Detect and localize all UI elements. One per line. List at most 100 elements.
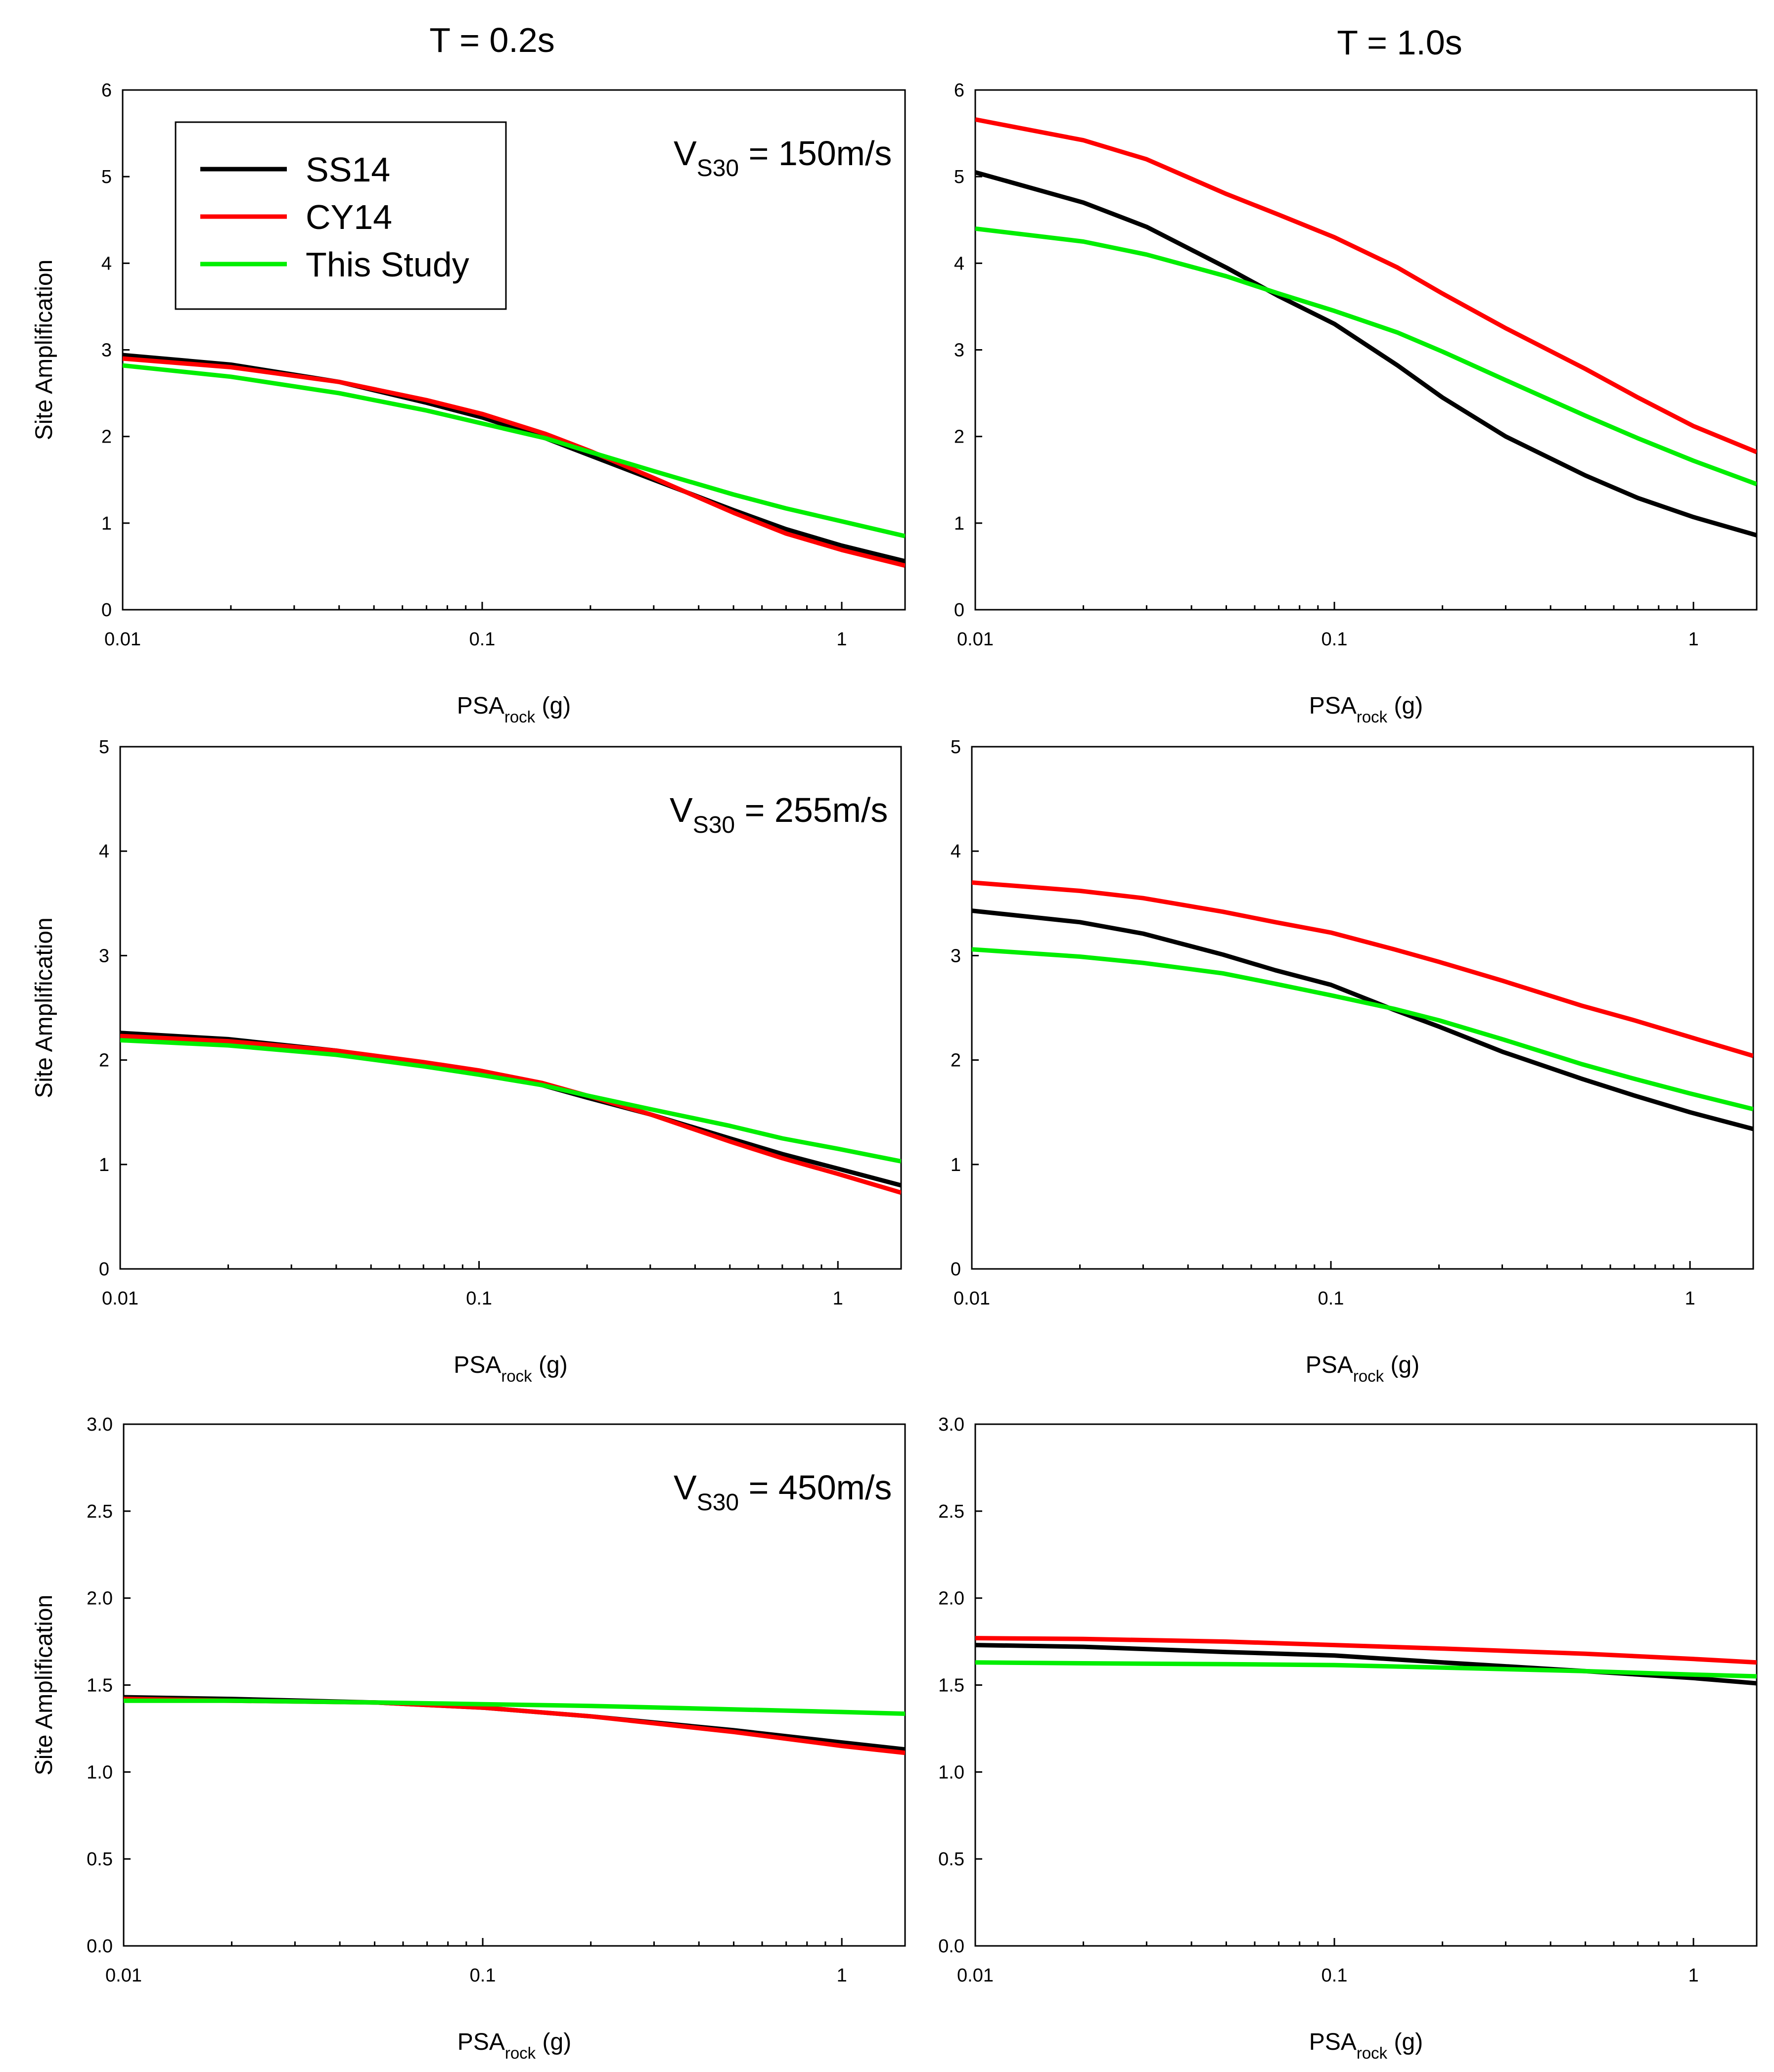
y-tick-label: 3 bbox=[954, 340, 964, 361]
x-tick-label: 0.1 bbox=[1321, 1965, 1348, 1986]
chart-panel-r1c1: 0 1 2 3 4 5 0.01 0.1 1 PSArock (g) bbox=[951, 737, 1754, 1385]
y-tick-label: 0 bbox=[101, 600, 112, 621]
y-tick-label: 1.5 bbox=[938, 1675, 964, 1696]
x-tick-label: 1 bbox=[1688, 629, 1699, 650]
y-tick-label: 5 bbox=[954, 167, 964, 187]
y-tick-label: 5 bbox=[951, 737, 961, 758]
y-tick-label: 4 bbox=[99, 841, 109, 862]
y-tick-label: 1 bbox=[954, 513, 964, 534]
y-tick-label: 2 bbox=[99, 1050, 109, 1071]
x-tick-label: 0.01 bbox=[957, 1965, 994, 1986]
y-tick-label: 5 bbox=[99, 737, 109, 758]
vs30-annotation: VS30 = 150m/s bbox=[674, 134, 892, 181]
series-line-this-study bbox=[975, 1660, 1757, 1679]
x-tick-label: 0.01 bbox=[957, 629, 994, 650]
y-tick-label: 1.5 bbox=[87, 1675, 113, 1696]
chart-panel-r0c0: 0 1 2 3 4 5 6 0.01 0.1 1 PSArock (g) Site Amplifica… bbox=[31, 80, 906, 726]
y-tick-label: 1.0 bbox=[87, 1762, 113, 1783]
x-tick-label: 0.1 bbox=[469, 629, 496, 650]
series-line-cy14 bbox=[975, 1636, 1757, 1665]
y-tick-label: 2.0 bbox=[87, 1588, 113, 1609]
x-tick-label: 0.1 bbox=[1318, 1288, 1344, 1309]
series-line-this-study bbox=[975, 226, 1757, 487]
legend-box bbox=[175, 121, 507, 310]
x-tick-label: 1 bbox=[836, 629, 847, 650]
y-tick-label: 0 bbox=[951, 1259, 961, 1280]
chart-panel-r2c1: 0.0 0.5 1.0 1.5 2.0 2.5 3.0 0.01 0.1 1 PSArock (g) bbox=[938, 1414, 1758, 2062]
chart-panel-r1c0: 0 1 2 3 4 5 0.01 0.1 1 PSArock (g) Site Amplificat… bbox=[31, 737, 902, 1385]
series-line-this-study bbox=[123, 363, 905, 539]
series-line-cy14 bbox=[972, 880, 1753, 1058]
x-tick-label: 0.01 bbox=[954, 1288, 990, 1309]
x-axis-label: PSArock (g) bbox=[1309, 693, 1423, 726]
series-line-cy14 bbox=[124, 1697, 905, 1756]
x-axis-label: PSArock (g) bbox=[454, 1352, 567, 1385]
plot-frame bbox=[974, 89, 1758, 611]
y-tick-label: 0 bbox=[954, 600, 964, 621]
series-line-cy14 bbox=[120, 1034, 901, 1195]
y-tick-label: 2 bbox=[951, 1050, 961, 1071]
y-tick-label: 3.0 bbox=[938, 1414, 964, 1435]
y-tick-label: 6 bbox=[101, 80, 112, 101]
y-tick-label: 1 bbox=[101, 513, 112, 534]
plot-frame bbox=[971, 746, 1754, 1270]
legend: SS14 CY14 This Study bbox=[175, 121, 507, 310]
x-tick-label: 1 bbox=[1685, 1288, 1695, 1309]
y-tick-label: 2 bbox=[101, 427, 112, 448]
x-tick-label: 1 bbox=[1688, 1965, 1699, 1986]
x-tick-label: 1 bbox=[833, 1288, 843, 1309]
x-axis-label: PSArock (g) bbox=[1306, 1352, 1419, 1385]
series-line-ss14 bbox=[975, 170, 1757, 538]
y-tick-label: 0 bbox=[99, 1259, 109, 1280]
x-axis-label: PSArock (g) bbox=[457, 693, 571, 726]
x-tick-label: 1 bbox=[837, 1965, 847, 1986]
y-tick-label: 0.5 bbox=[938, 1849, 964, 1870]
y-axis-label: Site Amplification bbox=[31, 1595, 57, 1776]
series-line-this-study bbox=[124, 1698, 905, 1716]
series-line-ss14 bbox=[975, 1643, 1757, 1686]
y-tick-label: 4 bbox=[951, 841, 961, 862]
plot-frame bbox=[119, 746, 902, 1270]
x-tick-label: 0.1 bbox=[470, 1965, 496, 1986]
y-axis-label: Site Amplification bbox=[31, 260, 57, 441]
y-tick-label: 1 bbox=[951, 1155, 961, 1175]
y-tick-label: 3.0 bbox=[87, 1414, 113, 1435]
chart-panel-r0c1: 0 1 2 3 4 5 6 0.01 0.1 1 PSArock (g) bbox=[954, 80, 1758, 726]
series-line-cy14 bbox=[975, 117, 1757, 454]
x-tick-label: 0.1 bbox=[466, 1288, 492, 1309]
series-line-ss14 bbox=[120, 1031, 901, 1188]
y-tick-label: 3 bbox=[951, 946, 961, 966]
plot-frame bbox=[974, 1423, 1758, 1947]
y-tick-label: 4 bbox=[954, 253, 964, 274]
y-tick-label: 2.0 bbox=[938, 1588, 964, 1609]
y-tick-label: 2.5 bbox=[87, 1501, 113, 1522]
y-tick-label: 4 bbox=[101, 253, 112, 274]
y-tick-label: 1 bbox=[99, 1155, 109, 1175]
vs30-annotation: VS30 = 450m/s bbox=[674, 1468, 892, 1516]
x-axis-label: PSArock (g) bbox=[1309, 2029, 1423, 2062]
x-tick-label: 0.01 bbox=[102, 1288, 138, 1309]
chart-panel-r2c0: 0.0 0.5 1.0 1.5 2.0 2.5 3.0 0.01 0.1 1 PSArock (g)… bbox=[31, 1414, 906, 2062]
legend-label: CY14 bbox=[306, 198, 392, 236]
y-tick-label: 5 bbox=[101, 167, 112, 187]
y-tick-label: 6 bbox=[954, 80, 964, 101]
y-tick-label: 1.0 bbox=[938, 1762, 964, 1783]
y-tick-label: 0.0 bbox=[87, 1936, 113, 1957]
x-tick-label: 0.01 bbox=[104, 629, 141, 650]
legend-label: SS14 bbox=[306, 150, 390, 189]
x-axis-label: PSArock (g) bbox=[457, 2029, 571, 2062]
series-line-this-study bbox=[972, 947, 1753, 1112]
col-title-left: T = 0.2s bbox=[429, 21, 555, 59]
col-title-right: T = 1.0s bbox=[1337, 23, 1462, 62]
y-tick-label: 3 bbox=[101, 340, 112, 361]
y-tick-label: 0.0 bbox=[938, 1936, 964, 1957]
y-axis-label: Site Amplification bbox=[31, 917, 57, 1098]
legend-label: This Study bbox=[306, 245, 469, 284]
x-tick-label: 0.01 bbox=[105, 1965, 142, 1986]
vs30-annotation: VS30 = 255m/s bbox=[670, 791, 888, 838]
y-tick-label: 2.5 bbox=[938, 1501, 964, 1522]
y-tick-label: 2 bbox=[954, 427, 964, 448]
y-tick-label: 3 bbox=[99, 946, 109, 966]
